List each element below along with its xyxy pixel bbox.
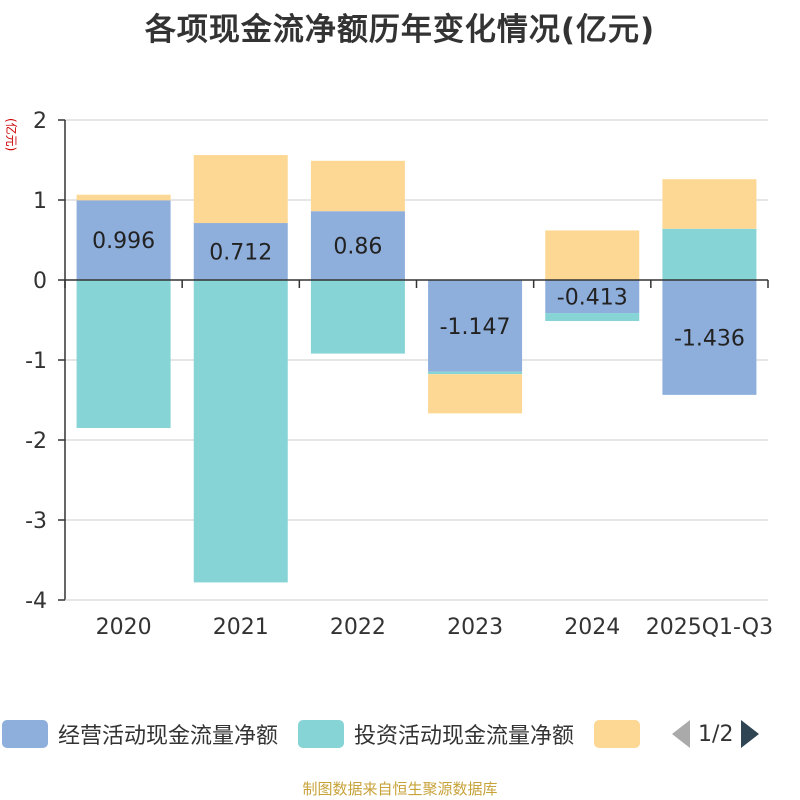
data-labels: 0.996 0.712 0.86 -1.147 -0.413 -1.436 (92, 229, 745, 351)
bar-2022-series-3 (310, 160, 405, 212)
legend: 经营活动现金流量净额 投资活动现金流量净额 1/2 (0, 716, 800, 752)
bar-marks (76, 155, 757, 583)
data-label-2020: 0.996 (92, 229, 155, 254)
x-tick-label: 2022 (330, 615, 386, 640)
data-label-2025Q1-Q3: -1.436 (674, 326, 745, 351)
pager-prev-icon[interactable] (672, 720, 691, 748)
legend-swatch-financing (594, 720, 641, 748)
bar-2021-series-3 (193, 155, 288, 224)
axes: 2 1 0 -1 -2 -3 -4 2020 2021 2022 2023 2024 2025Q1-Q3 (25, 109, 773, 640)
y-tick-label: -4 (25, 589, 47, 614)
bar-2023-series-2 (428, 371, 523, 375)
data-label-2021: 0.712 (209, 241, 272, 266)
legend-label-operating: 经营活动现金流量净额 (58, 724, 279, 749)
bar-2025Q1-Q3-series-3 (662, 179, 757, 229)
y-tick-label: -1 (25, 349, 47, 374)
y-tick-label: 1 (33, 189, 47, 214)
x-tick-label: 2024 (564, 615, 620, 640)
bar-2022-series-2 (310, 280, 405, 354)
bar-2023-series-1 (428, 280, 523, 372)
x-tick-label: 2020 (96, 615, 152, 640)
bar-2022-series-1 (310, 211, 405, 280)
bar-2025Q1-Q3-series-2 (662, 228, 757, 280)
x-tick-label: 2023 (447, 615, 503, 640)
legend-item-investing[interactable]: 投资活动现金流量净额 (298, 718, 574, 750)
pager-page-indicator: 1/2 (698, 721, 734, 747)
y-tick-label: 2 (33, 109, 47, 134)
x-tick-label: 2025Q1-Q3 (646, 615, 773, 640)
data-label-2023: -1.147 (440, 315, 511, 340)
bar-2024-series-3 (545, 230, 640, 280)
data-label-2024: -0.413 (557, 286, 628, 311)
bar-2021-series-1 (193, 223, 288, 280)
y-tick-label: -3 (25, 509, 47, 534)
legend-label-investing: 投资活动现金流量净额 (354, 724, 575, 749)
bar-2020-series-2 (76, 280, 171, 428)
pager-next-icon[interactable] (741, 720, 760, 748)
data-label-2022: 0.86 (333, 235, 382, 260)
bar-2020-series-1 (76, 200, 171, 280)
y-tick-label: 0 (33, 269, 47, 294)
bar-2023-series-3 (428, 374, 523, 414)
chart-canvas: 2 1 0 -1 -2 -3 -4 2020 2021 2022 2023 2024 2025Q1-Q3… (25, 109, 773, 640)
legend-item-financing[interactable] (594, 720, 650, 748)
legend-swatch-investing (298, 720, 345, 748)
data-source-footer: 制图数据来自恒生聚源数据库 (302, 780, 498, 798)
x-tick-label: 2021 (213, 615, 269, 640)
y-tick-label: -2 (25, 429, 47, 454)
bar-2024-series-2 (545, 313, 640, 322)
bar-2020-series-3 (76, 194, 171, 201)
bar-2024-series-1 (545, 280, 640, 314)
legend-pager: 1/2 (672, 720, 760, 748)
legend-item-operating[interactable]: 经营活动现金流量净额 (2, 718, 278, 750)
bar-2021-series-2 (193, 280, 288, 583)
chart-title: 各项现金流净额历年变化情况(亿元) (144, 12, 656, 48)
legend-swatch-operating (2, 720, 48, 748)
bar-2025Q1-Q3-series-1 (662, 280, 757, 395)
